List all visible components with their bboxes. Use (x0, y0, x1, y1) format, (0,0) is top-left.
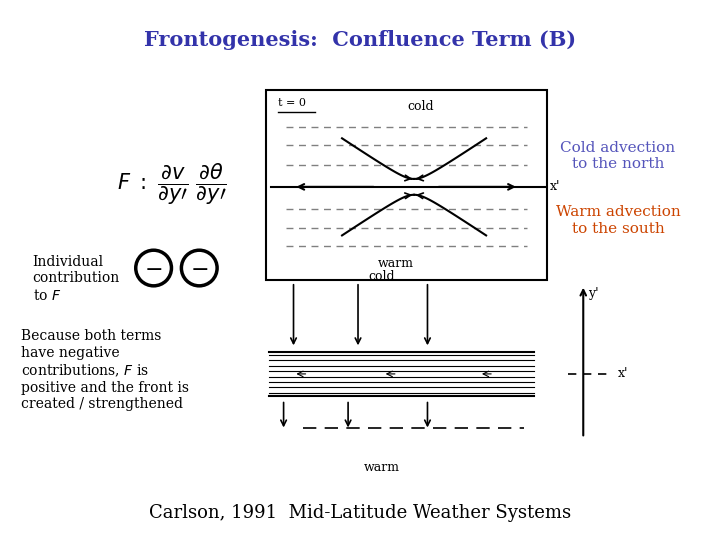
Text: Cold advection
to the north: Cold advection to the north (560, 141, 675, 171)
Text: warm: warm (378, 257, 414, 270)
Text: Warm advection
to the south: Warm advection to the south (556, 205, 680, 235)
Text: x': x' (618, 367, 629, 380)
Text: y': y' (588, 287, 599, 300)
Bar (266, 90, 546, 280)
Text: $F\ :\ \dfrac{\partial v}{\partial y\prime}\ \dfrac{\partial \theta}{\partial y\: $F\ :\ \dfrac{\partial v}{\partial y\pri… (117, 161, 226, 207)
Text: warm: warm (364, 461, 400, 474)
Text: $-$: $-$ (145, 258, 163, 278)
Text: $-$: $-$ (190, 258, 208, 278)
Text: x': x' (549, 180, 560, 193)
Text: Frontogenesis:  Confluence Term (B): Frontogenesis: Confluence Term (B) (144, 30, 576, 50)
Text: Individual
contribution
to $F$: Individual contribution to $F$ (32, 255, 120, 303)
Text: t = 0: t = 0 (278, 98, 306, 108)
Text: Because both terms
have negative
contributions, $F$ is
positive and the front is: Because both terms have negative contrib… (21, 329, 189, 411)
Text: cold: cold (408, 100, 434, 113)
Text: cold: cold (368, 270, 395, 283)
Text: Carlson, 1991  Mid-Latitude Weather Systems: Carlson, 1991 Mid-Latitude Weather Syste… (149, 504, 571, 522)
